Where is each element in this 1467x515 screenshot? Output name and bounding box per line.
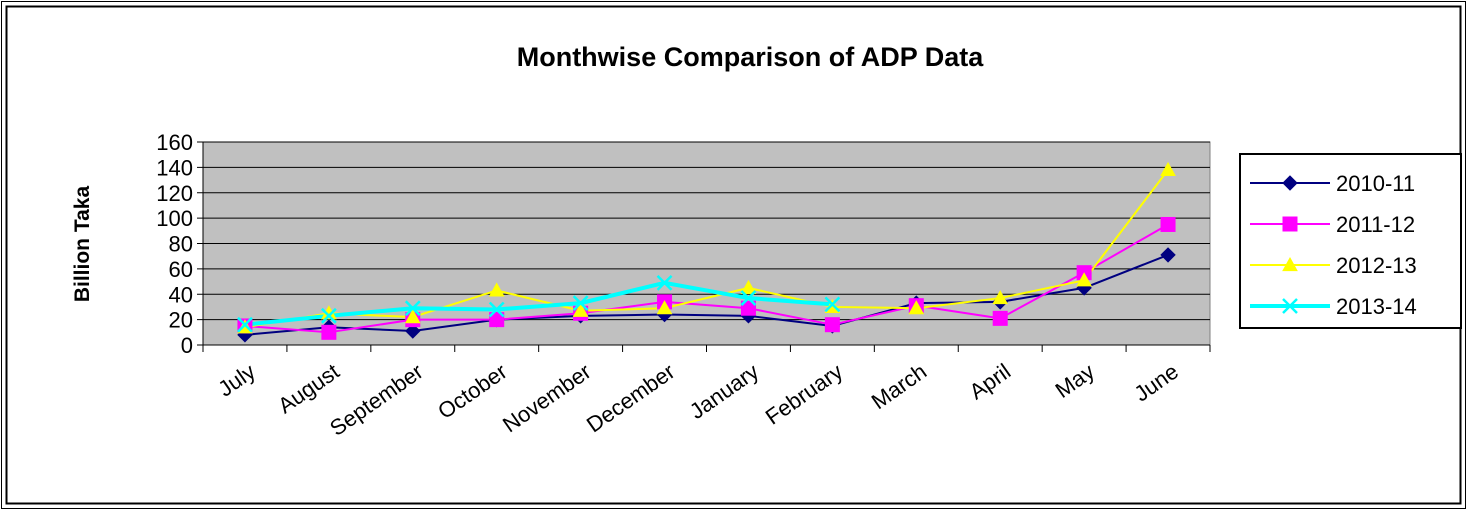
y-tick-label: 80 xyxy=(169,232,193,257)
data-point-2011-12-June xyxy=(1161,217,1175,231)
y-tick-label: 160 xyxy=(156,130,193,155)
y-tick-label: 60 xyxy=(169,257,193,282)
y-tick-label: 20 xyxy=(169,308,193,333)
data-point-2011-12-August xyxy=(322,325,336,339)
legend: 2010-11 2011-12 2012-13 2013-14 xyxy=(1240,154,1461,328)
data-point-2011-12-February xyxy=(825,318,839,332)
legend-label: 2011-12 xyxy=(1336,212,1415,237)
y-tick-label: 120 xyxy=(156,181,193,206)
legend-label: 2010-11 xyxy=(1336,171,1415,196)
legend-label: 2013-14 xyxy=(1336,294,1417,319)
legend-marker xyxy=(1283,217,1297,231)
chart-title: Monthwise Comparison of ADP Data xyxy=(517,42,985,72)
y-tick-label: 140 xyxy=(156,155,193,180)
data-point-2011-12-April xyxy=(993,311,1007,325)
y-axis-label: Billion Taka xyxy=(71,186,94,303)
y-tick-label: 100 xyxy=(156,206,193,231)
y-tick-label: 40 xyxy=(169,282,193,307)
y-tick-label: 0 xyxy=(181,333,193,358)
legend-label: 2012-13 xyxy=(1336,253,1417,278)
